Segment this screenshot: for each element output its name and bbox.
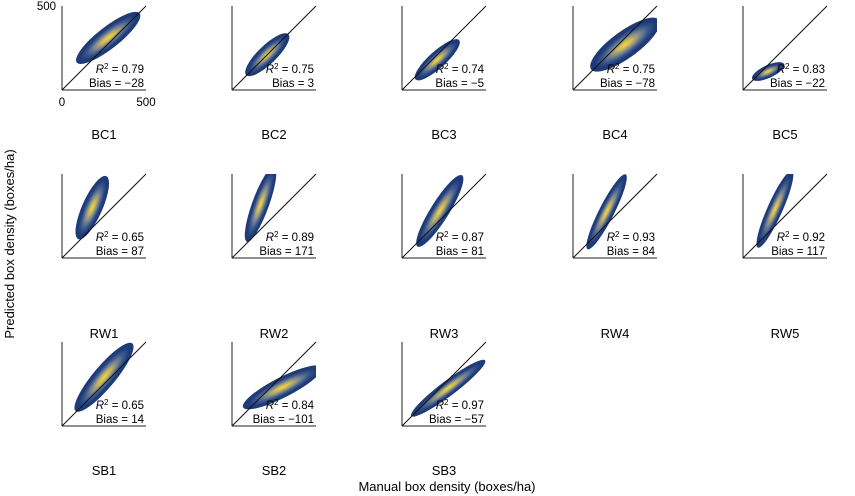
r2-label: R2 = 0.84 bbox=[266, 398, 315, 412]
panel-sb1: R2 = 0.65 Bias = 14 SB1 bbox=[61, 341, 147, 478]
density-cloud bbox=[414, 39, 460, 81]
one-to-one-line bbox=[231, 341, 317, 427]
panel-label: BC4 bbox=[602, 127, 627, 142]
panel-sb2: R2 = 0.84 Bias = −101 SB2 bbox=[231, 341, 317, 478]
x-tick-label-max: 500 bbox=[136, 97, 155, 109]
panel-label: RW5 bbox=[771, 326, 800, 341]
panel-label: SB2 bbox=[262, 463, 287, 478]
bias-label: Bias = 81 bbox=[436, 246, 484, 258]
one-to-one-line bbox=[572, 173, 658, 259]
r2-label: R2 = 0.89 bbox=[266, 230, 314, 244]
r2-label: R2 = 0.93 bbox=[607, 230, 655, 244]
panel-bc5: R2 = 0.83 Bias = −22 BC5 bbox=[742, 5, 828, 142]
one-to-one-line bbox=[401, 341, 487, 427]
panel-rw2: R2 = 0.89 Bias = 171 RW2 bbox=[231, 173, 317, 341]
panel-rw4: R2 = 0.93 Bias = 84 RW4 bbox=[572, 173, 658, 341]
one-to-one-line bbox=[742, 5, 828, 91]
panel-rw1: R2 = 0.65 Bias = 87 RW1 bbox=[61, 173, 147, 341]
r2-label: R2 = 0.87 bbox=[436, 230, 484, 244]
bias-label: Bias = 84 bbox=[607, 246, 656, 258]
bias-label: Bias = 117 bbox=[771, 246, 825, 258]
panels-group: R2 = 0.79 Bias = −28 BC1 R2 = 0.75 Bias = 3 B… bbox=[37, 1, 828, 478]
bias-label: Bias = −78 bbox=[600, 78, 655, 90]
r2-label: R2 = 0.65 bbox=[96, 398, 144, 412]
y-axis-title: Predicted box density (boxes/ha) bbox=[2, 149, 17, 338]
panel-label: SB1 bbox=[92, 463, 117, 478]
bias-label: Bias = 3 bbox=[272, 78, 314, 90]
density-cloud bbox=[75, 175, 110, 240]
one-to-one-line bbox=[401, 173, 487, 259]
r2-label: R2 = 0.75 bbox=[607, 62, 655, 76]
panel-label: BC3 bbox=[431, 127, 456, 142]
r2-label: R2 = 0.92 bbox=[777, 230, 825, 244]
bias-label: Bias = 171 bbox=[259, 246, 314, 258]
density-cloud bbox=[590, 17, 657, 72]
bias-label: Bias = 87 bbox=[96, 246, 144, 258]
panel-label: RW4 bbox=[601, 326, 630, 341]
x-axis-title: Manual box density (boxes/ha) bbox=[358, 479, 535, 494]
bias-label: Bias = −57 bbox=[429, 414, 484, 426]
r2-label: R2 = 0.75 bbox=[266, 62, 314, 76]
r2-label: R2 = 0.79 bbox=[96, 62, 144, 76]
one-to-one-line bbox=[231, 5, 317, 91]
panel-sb3: R2 = 0.97 Bias = −57 SB3 bbox=[401, 341, 487, 478]
panel-bc1: R2 = 0.79 Bias = −28 BC1 bbox=[61, 5, 147, 142]
r2-label: R2 = 0.83 bbox=[777, 62, 825, 76]
density-cloud bbox=[76, 11, 141, 64]
one-to-one-line bbox=[401, 5, 487, 91]
density-cloud bbox=[586, 174, 627, 250]
one-to-one-line bbox=[61, 341, 147, 427]
density-cloud bbox=[411, 359, 486, 417]
panel-label: SB3 bbox=[432, 463, 457, 478]
density-cloud bbox=[244, 174, 277, 242]
bias-label: Bias = −28 bbox=[89, 78, 144, 90]
density-cloud bbox=[242, 365, 316, 410]
density-cloud bbox=[756, 174, 794, 248]
one-to-one-line bbox=[61, 5, 147, 91]
panel-label: BC2 bbox=[261, 127, 286, 142]
bias-label: Bias = −101 bbox=[253, 414, 314, 426]
one-to-one-line bbox=[231, 173, 317, 259]
panel-label: BC5 bbox=[772, 127, 797, 142]
r2-label: R2 = 0.74 bbox=[436, 62, 485, 76]
panel-rw3: R2 = 0.87 Bias = 81 RW3 bbox=[401, 173, 487, 341]
y-tick-label-max: 500 bbox=[37, 1, 56, 13]
panel-label: RW1 bbox=[90, 326, 119, 341]
bias-label: Bias = −5 bbox=[435, 78, 484, 90]
density-cloud bbox=[751, 62, 785, 81]
density-cloud bbox=[416, 175, 464, 247]
panel-bc3: R2 = 0.74 Bias = −5 BC3 bbox=[401, 5, 487, 142]
panel-bc4: R2 = 0.75 Bias = −78 BC4 bbox=[572, 5, 658, 142]
one-to-one-line bbox=[742, 173, 828, 259]
r2-label: R2 = 0.97 bbox=[436, 398, 484, 412]
bias-label: Bias = −22 bbox=[770, 78, 825, 90]
panel-label: RW2 bbox=[260, 326, 289, 341]
r2-label: R2 = 0.65 bbox=[96, 230, 144, 244]
panel-bc2: R2 = 0.75 Bias = 3 BC2 bbox=[231, 5, 317, 142]
one-to-one-line bbox=[572, 5, 658, 91]
x-tick-label-min: 0 bbox=[59, 97, 65, 109]
bias-label: Bias = 14 bbox=[96, 414, 145, 426]
panel-label: RW3 bbox=[430, 326, 459, 341]
density-cloud bbox=[74, 342, 134, 412]
panel-label: BC1 bbox=[91, 127, 116, 142]
one-to-one-line bbox=[61, 173, 147, 259]
panel-rw5: R2 = 0.92 Bias = 117 RW5 bbox=[742, 173, 828, 341]
